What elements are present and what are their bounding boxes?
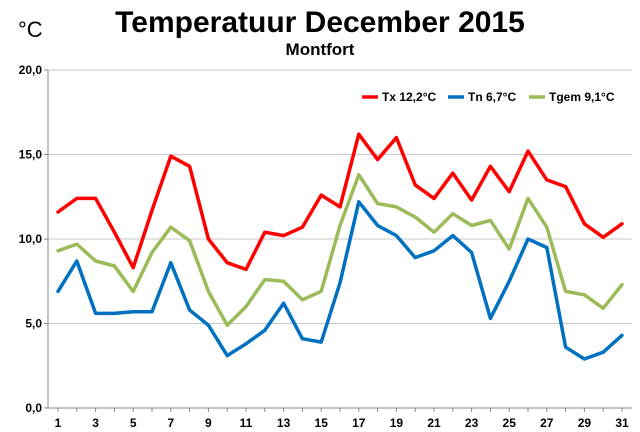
x-tick-label: 15 bbox=[315, 416, 329, 430]
legend-label: Tx 12,2°C bbox=[382, 90, 436, 104]
y-axis-unit-label: °C bbox=[18, 17, 43, 42]
x-tick-label: 27 bbox=[540, 416, 554, 430]
x-tick-label: 31 bbox=[615, 416, 629, 430]
x-tick-label: 9 bbox=[205, 416, 212, 430]
x-tick-label: 3 bbox=[92, 416, 99, 430]
x-tick-label: 21 bbox=[427, 416, 441, 430]
x-tick-label: 1 bbox=[55, 416, 62, 430]
x-tick-label: 23 bbox=[465, 416, 479, 430]
y-tick-label: 5,0 bbox=[25, 317, 42, 331]
legend: Tx 12,2°C Tn 6,7°C Tgem 9,1°C bbox=[362, 90, 615, 104]
gridlines bbox=[48, 69, 632, 409]
x-tick-label: 13 bbox=[277, 416, 291, 430]
chart-subtitle: Montfort bbox=[285, 40, 355, 59]
y-tick-labels: 0,0 5,0 10,0 15,0 20,0 bbox=[19, 63, 43, 415]
x-tick-label: 29 bbox=[578, 416, 592, 430]
series-lines bbox=[56, 132, 624, 361]
axes bbox=[44, 69, 632, 412]
chart-title: Temperatuur December 2015 bbox=[115, 6, 525, 39]
series-line-tx bbox=[56, 132, 624, 272]
y-tick-label: 15,0 bbox=[19, 148, 43, 162]
x-tick-label: 17 bbox=[352, 416, 366, 430]
x-tick-label: 25 bbox=[503, 416, 517, 430]
x-tick-label: 11 bbox=[240, 416, 253, 430]
x-tick-labels: 1 3 5 7 9 11 13 15 17 19 21 23 25 27 29 31 bbox=[55, 416, 629, 430]
x-tick-label: 19 bbox=[390, 416, 404, 430]
series-line-tn bbox=[56, 200, 624, 361]
y-tick-label: 10,0 bbox=[19, 232, 43, 246]
legend-label: Tn 6,7°C bbox=[468, 90, 516, 104]
legend-label: Tgem 9,1°C bbox=[549, 90, 615, 104]
y-tick-label: 20,0 bbox=[19, 63, 43, 77]
series-line-tgem bbox=[56, 173, 624, 327]
x-tick-label: 7 bbox=[167, 416, 174, 430]
y-tick-label: 0,0 bbox=[25, 401, 42, 415]
x-tick-label: 5 bbox=[130, 416, 137, 430]
